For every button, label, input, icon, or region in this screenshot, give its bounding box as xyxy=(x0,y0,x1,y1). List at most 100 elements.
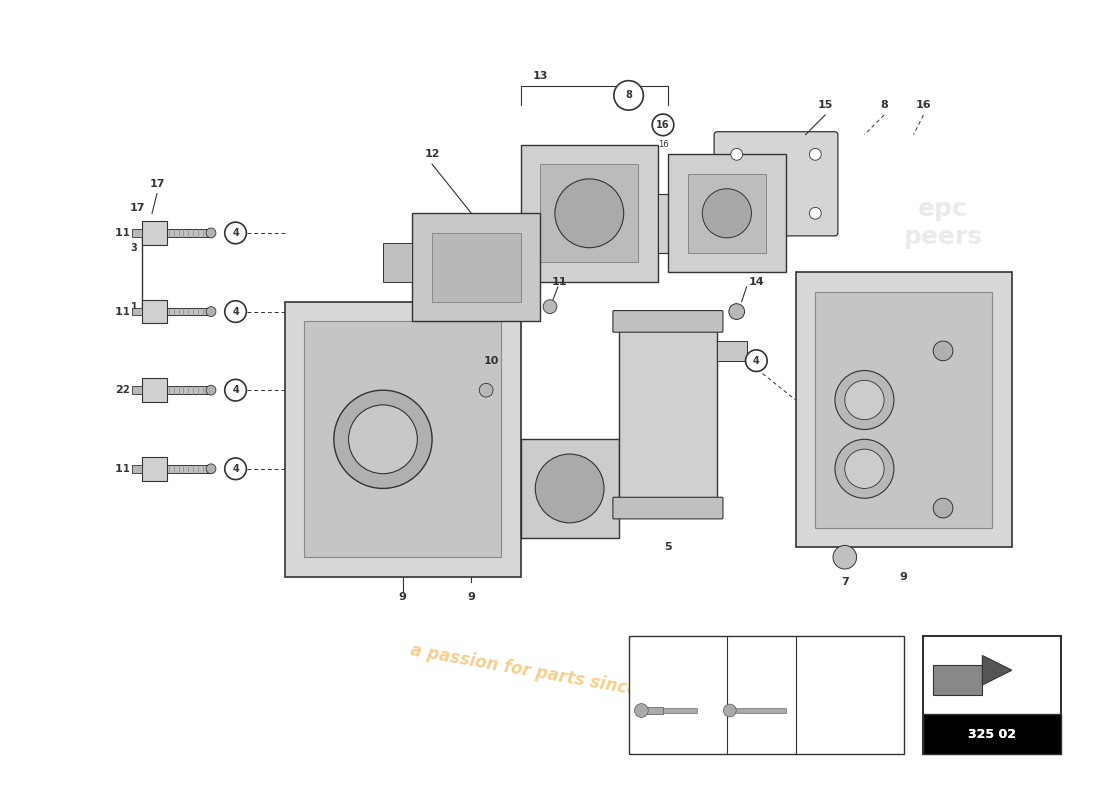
Text: 5: 5 xyxy=(664,542,672,553)
Text: 3: 3 xyxy=(131,242,138,253)
Text: 8: 8 xyxy=(625,90,632,100)
Text: 2: 2 xyxy=(114,385,122,395)
Text: 17: 17 xyxy=(150,179,165,189)
FancyBboxPatch shape xyxy=(412,214,540,322)
Circle shape xyxy=(536,454,604,523)
FancyBboxPatch shape xyxy=(142,457,167,481)
Text: 13: 13 xyxy=(532,70,548,81)
FancyBboxPatch shape xyxy=(132,229,142,237)
Circle shape xyxy=(845,449,884,489)
Text: 6: 6 xyxy=(693,322,702,331)
Text: 4: 4 xyxy=(232,306,239,317)
Text: 16: 16 xyxy=(657,120,670,130)
FancyBboxPatch shape xyxy=(933,666,982,694)
FancyBboxPatch shape xyxy=(167,386,211,394)
FancyBboxPatch shape xyxy=(167,229,211,237)
FancyBboxPatch shape xyxy=(520,145,658,282)
Text: epc
peers: epc peers xyxy=(903,198,982,249)
Circle shape xyxy=(730,207,743,219)
Text: 9: 9 xyxy=(398,591,407,602)
FancyBboxPatch shape xyxy=(644,706,663,714)
Text: 4: 4 xyxy=(232,385,239,395)
FancyBboxPatch shape xyxy=(815,292,992,528)
Text: 11: 11 xyxy=(552,277,568,287)
Circle shape xyxy=(543,300,557,314)
Text: 8: 8 xyxy=(880,100,888,110)
Circle shape xyxy=(835,370,894,430)
Circle shape xyxy=(652,114,674,136)
FancyBboxPatch shape xyxy=(795,272,1012,547)
FancyBboxPatch shape xyxy=(142,221,167,245)
FancyBboxPatch shape xyxy=(142,300,167,323)
Text: 16: 16 xyxy=(915,100,932,110)
Circle shape xyxy=(349,405,417,474)
Circle shape xyxy=(746,350,767,371)
Circle shape xyxy=(635,704,648,718)
FancyBboxPatch shape xyxy=(923,714,1062,754)
Circle shape xyxy=(206,306,216,317)
Circle shape xyxy=(224,301,246,322)
FancyBboxPatch shape xyxy=(613,310,723,332)
Circle shape xyxy=(333,390,432,489)
Circle shape xyxy=(724,704,736,717)
Text: a passion for parts since 1985: a passion for parts since 1985 xyxy=(409,642,691,709)
Circle shape xyxy=(730,149,743,160)
FancyBboxPatch shape xyxy=(305,322,500,558)
Polygon shape xyxy=(982,655,1012,685)
FancyBboxPatch shape xyxy=(619,322,717,498)
Circle shape xyxy=(833,546,857,569)
Circle shape xyxy=(729,304,745,319)
Text: 1: 1 xyxy=(114,464,122,474)
Circle shape xyxy=(810,207,822,219)
Text: 325 02: 325 02 xyxy=(968,727,1016,741)
Text: 4: 4 xyxy=(754,356,760,366)
Circle shape xyxy=(836,696,854,714)
FancyBboxPatch shape xyxy=(628,636,904,754)
Text: 4: 4 xyxy=(811,646,817,656)
Text: 9: 9 xyxy=(900,572,908,582)
Text: 1: 1 xyxy=(123,306,130,317)
Circle shape xyxy=(224,458,246,479)
FancyBboxPatch shape xyxy=(285,302,520,577)
Text: 15: 15 xyxy=(817,100,833,110)
Text: 1: 1 xyxy=(131,302,138,312)
FancyBboxPatch shape xyxy=(613,498,723,519)
Circle shape xyxy=(810,149,822,160)
Text: 9: 9 xyxy=(468,592,475,602)
Text: 1: 1 xyxy=(123,228,130,238)
Circle shape xyxy=(845,380,884,420)
Circle shape xyxy=(614,81,644,110)
Circle shape xyxy=(224,222,246,244)
Text: 2: 2 xyxy=(123,385,130,395)
Text: 7: 7 xyxy=(840,577,849,587)
Circle shape xyxy=(206,228,216,238)
FancyBboxPatch shape xyxy=(520,439,619,538)
Text: 16: 16 xyxy=(658,140,669,149)
Text: 17: 17 xyxy=(130,203,145,214)
FancyBboxPatch shape xyxy=(540,164,638,262)
Circle shape xyxy=(224,379,246,401)
Text: 4: 4 xyxy=(232,228,239,238)
Circle shape xyxy=(933,498,953,518)
Text: 4: 4 xyxy=(232,464,239,474)
Circle shape xyxy=(933,341,953,361)
Text: 14: 14 xyxy=(748,277,764,287)
FancyBboxPatch shape xyxy=(432,233,520,302)
Text: 325 02: 325 02 xyxy=(968,727,1016,741)
Circle shape xyxy=(480,383,493,397)
Circle shape xyxy=(835,439,894,498)
FancyBboxPatch shape xyxy=(167,465,211,473)
Text: 10: 10 xyxy=(483,356,498,366)
Circle shape xyxy=(554,179,624,248)
FancyBboxPatch shape xyxy=(714,132,838,236)
Text: 1: 1 xyxy=(114,306,122,317)
Polygon shape xyxy=(732,707,785,714)
Text: 1: 1 xyxy=(114,228,122,238)
FancyBboxPatch shape xyxy=(658,194,697,253)
FancyBboxPatch shape xyxy=(688,174,767,253)
Polygon shape xyxy=(663,708,697,713)
FancyBboxPatch shape xyxy=(383,242,412,282)
FancyBboxPatch shape xyxy=(132,465,142,473)
Circle shape xyxy=(702,189,751,238)
Text: 16: 16 xyxy=(648,646,662,656)
